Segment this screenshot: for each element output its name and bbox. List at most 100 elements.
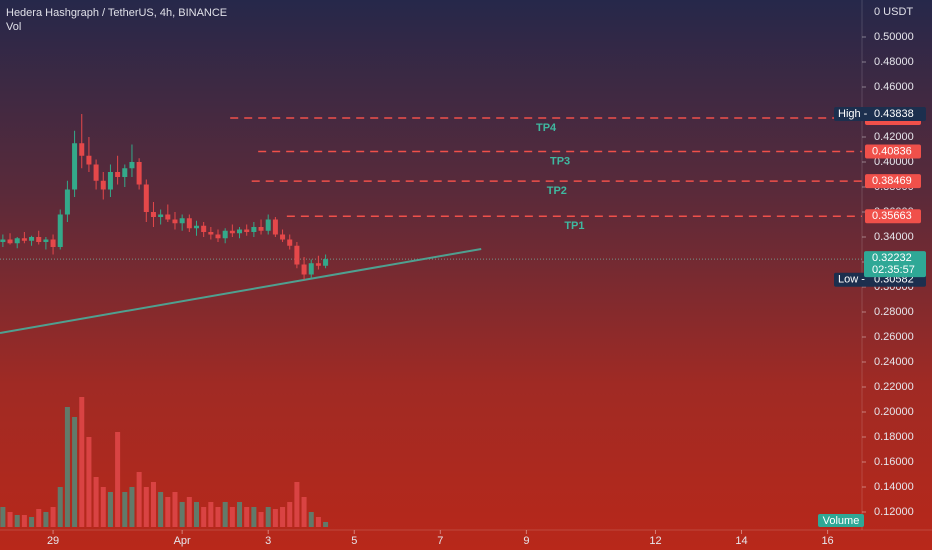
y-tick-label: 0.50000 [874, 31, 914, 43]
volume-bar [272, 509, 278, 527]
volume-bar [186, 497, 192, 527]
volume-bar [72, 417, 78, 527]
candle-body [29, 237, 35, 241]
candle-body [186, 218, 192, 229]
y-tick-label: 0.40000 [874, 156, 914, 168]
candle-body [251, 227, 257, 232]
volume-bar [57, 487, 63, 527]
volume-label: Volume [823, 515, 860, 527]
candle-body [172, 219, 178, 224]
candle-body [208, 232, 214, 235]
candle-body [79, 143, 85, 156]
candle-body [229, 230, 235, 234]
volume-bar [136, 472, 142, 527]
tp-label: TP4 [536, 122, 557, 134]
pane-label: Vol [6, 21, 21, 33]
tp-price-tag [865, 174, 921, 189]
y-tick-label: 0.42000 [874, 131, 914, 143]
volume-bar [308, 512, 314, 527]
x-tick-label: 7 [437, 535, 443, 547]
volume-bar [158, 492, 164, 527]
x-tick-label: 29 [47, 535, 59, 547]
x-tick-label: 5 [351, 535, 357, 547]
volume-bar [280, 507, 286, 527]
y-tick-label: 0.12000 [874, 506, 914, 518]
candle-body [86, 155, 92, 165]
tp-label: TP3 [550, 155, 570, 167]
candle-body [72, 143, 78, 190]
candle-body [21, 238, 27, 241]
candle-body [43, 239, 49, 242]
candle-body [122, 168, 128, 177]
volume-bar [122, 492, 128, 527]
last-price-label: 0.32232 [872, 252, 912, 264]
candle-body [287, 239, 293, 246]
price-tag-bg [834, 107, 926, 122]
candle-body [272, 219, 278, 235]
chart-title: Hedera Hashgraph / TetherUS, 4h, BINANCE [6, 7, 227, 19]
candle-body [222, 230, 228, 239]
candle-body [64, 189, 70, 215]
candle-body [136, 162, 142, 185]
volume-bar [215, 507, 221, 527]
volume-bar [315, 517, 321, 527]
volume-bar [244, 507, 250, 527]
volume-bar [7, 512, 13, 527]
y-tick-label: 0.20000 [874, 406, 914, 418]
volume-bar [193, 502, 200, 527]
volume-bar [165, 497, 171, 527]
volume-bar [229, 507, 235, 527]
volume-bar [36, 509, 42, 527]
candle-body [93, 164, 99, 181]
tp-price-label: 0.40836 [872, 145, 912, 157]
candle-body [150, 212, 156, 217]
volume-bar [29, 517, 35, 527]
price-tag-name: High - [838, 108, 868, 120]
x-tick-label: 12 [649, 535, 661, 547]
candle-body [308, 263, 314, 275]
axis-unit: 0 USDT [874, 6, 913, 18]
volume-bar [201, 507, 207, 527]
volume-bar [294, 482, 300, 527]
volume-bar [301, 497, 307, 527]
y-tick-label: 0.34000 [874, 231, 914, 243]
candle-body [215, 234, 221, 239]
candle-body [115, 172, 121, 177]
candle-body [158, 214, 164, 217]
volume-bar [107, 492, 113, 527]
candle-body [244, 229, 250, 232]
y-tick-label: 0.28000 [874, 306, 914, 318]
candle-body [193, 225, 200, 229]
volume-bar [208, 502, 214, 527]
y-tick-label: 0.26000 [874, 331, 914, 343]
y-tick-label: 0.24000 [874, 356, 914, 368]
candle-body [301, 264, 307, 275]
volume-bar [251, 507, 257, 527]
x-tick-label: Apr [174, 535, 191, 547]
candle-body [50, 239, 56, 247]
volume-bar [143, 487, 149, 527]
volume-bar [179, 502, 185, 527]
candle-body [201, 225, 207, 232]
candle-body [258, 227, 264, 231]
candle-body [323, 259, 329, 266]
candle-body [0, 239, 6, 242]
volume-bar [258, 512, 264, 527]
volume-bar [43, 512, 49, 527]
volume-bar [150, 482, 156, 527]
x-tick-label: 14 [735, 535, 747, 547]
candle-body [294, 245, 300, 265]
tp-price-label: 0.38469 [872, 175, 912, 187]
tp-price-label: 0.35663 [872, 210, 912, 222]
volume-bar [50, 507, 56, 527]
y-tick-label: 0.46000 [874, 81, 914, 93]
y-tick-label: 0.16000 [874, 456, 914, 468]
last-price-tag [864, 251, 926, 278]
volume-bar [172, 492, 178, 527]
tp-label: TP2 [547, 185, 567, 197]
x-tick-label: 9 [523, 535, 529, 547]
volume-bar [237, 502, 243, 527]
price-tag-value: 0.43838 [874, 108, 914, 120]
